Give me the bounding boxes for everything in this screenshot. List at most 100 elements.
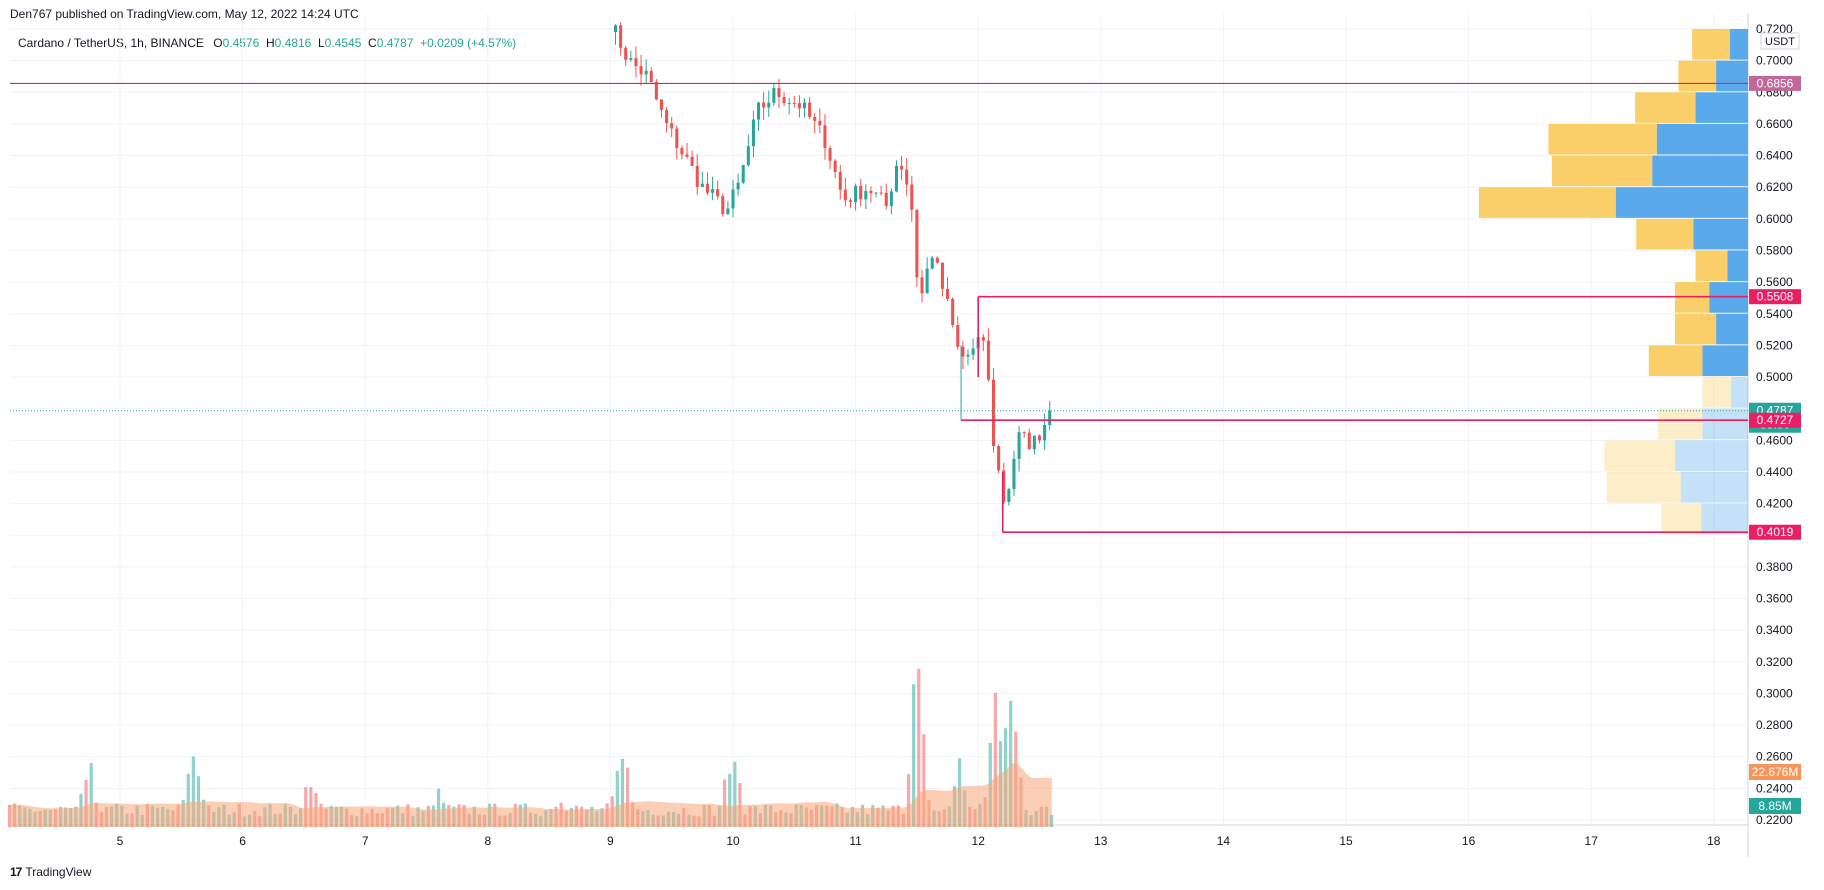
volume-bar: [84, 779, 88, 827]
candle-body: [951, 298, 955, 326]
ohlc-high: 0.4816: [274, 36, 312, 50]
candle-body: [818, 120, 822, 126]
candle-body: [680, 148, 684, 155]
candle-body: [741, 165, 745, 183]
candle-body: [828, 148, 832, 161]
ohlc-low: 0.4545: [324, 36, 362, 50]
y-tick-label: 0.4200: [1756, 497, 1793, 511]
candle-body: [767, 102, 771, 108]
volume-bar: [186, 773, 190, 827]
price-label-bg: [1749, 289, 1801, 305]
candle-body: [700, 183, 704, 187]
candle-body: [961, 346, 965, 357]
candle-body: [940, 262, 944, 289]
candle-body: [721, 196, 725, 215]
volume-bar: [733, 761, 737, 827]
vp-down-bar: [1652, 155, 1748, 187]
footer-brand[interactable]: 17 TradingView: [10, 865, 91, 879]
candle-body: [736, 182, 740, 190]
volume-label-bg: [1749, 764, 1801, 780]
candle-body: [813, 116, 817, 121]
volume-ma-area: [9, 762, 1052, 827]
vp-up-bar: [1702, 377, 1731, 408]
candle-body: [629, 58, 633, 60]
candle-body: [644, 70, 648, 75]
vp-up-bar: [1657, 408, 1703, 440]
candle-body: [665, 109, 669, 124]
x-tick-label: 8: [484, 834, 491, 848]
candle-body: [920, 277, 924, 294]
volume-bar: [304, 787, 308, 827]
candle-body: [705, 183, 709, 193]
vp-down-bar: [1656, 123, 1748, 155]
x-tick-label: 16: [1462, 834, 1476, 848]
candle-body: [654, 82, 658, 100]
publish-info: Den767 published on TradingView.com, May…: [10, 7, 359, 21]
candle-body: [889, 191, 893, 206]
y-tick-label: 0.5600: [1756, 275, 1793, 289]
candle-body: [675, 128, 679, 149]
vp-up-bar: [1478, 187, 1616, 218]
candle-body: [884, 192, 888, 206]
volume-bar: [620, 758, 625, 827]
candle-body: [894, 165, 898, 192]
volume-bar: [196, 776, 201, 827]
vp-up-bar: [1635, 92, 1696, 123]
vp-down-bar: [1695, 92, 1748, 123]
candle-body: [802, 102, 807, 109]
time-axis[interactable]: 5 6 7 8 9 10 11 12 13 14 15 16 17 18: [117, 834, 1721, 848]
volume-bar: [912, 684, 916, 827]
candle-body: [991, 379, 996, 447]
candle-body: [874, 192, 878, 194]
volume-bar: [922, 734, 926, 827]
y-tick-label: 0.6000: [1756, 212, 1793, 226]
vp-down-bar: [1702, 408, 1748, 440]
candle-body: [613, 25, 618, 33]
vp-down-bar: [1680, 471, 1748, 503]
candle-body: [935, 257, 939, 263]
candle-body: [782, 97, 786, 104]
vp-up-bar: [1675, 313, 1717, 345]
y-tick-label: 0.7000: [1756, 54, 1793, 68]
x-tick-label: 15: [1339, 834, 1353, 848]
y-tick-label: 0.6600: [1756, 117, 1793, 131]
x-tick-label: 7: [362, 834, 369, 848]
price-label: 0.4727: [1757, 413, 1794, 427]
candle-body: [905, 169, 909, 185]
candle-body: [1037, 435, 1042, 441]
volume-bar: [7, 804, 12, 827]
candle-body: [869, 190, 873, 194]
price-label-bg: [1749, 412, 1801, 428]
candle-body: [762, 102, 766, 108]
y-tick-label: 0.4600: [1756, 433, 1793, 447]
candle-body: [1022, 432, 1026, 434]
horizontal-levels: [10, 82, 1748, 534]
y-tick-label: 0.4400: [1756, 465, 1793, 479]
candle-body: [997, 446, 1001, 471]
candle-body: [787, 102, 791, 104]
candle-body: [695, 165, 699, 187]
vp-down-bar: [1716, 313, 1748, 345]
vp-down-bar: [1701, 503, 1748, 535]
volume-bar: [728, 773, 732, 827]
volume-bar: [191, 756, 195, 827]
y-tick-label: 0.3600: [1756, 592, 1793, 606]
vp-up-bar: [1648, 345, 1703, 377]
vp-up-bar: [1661, 503, 1702, 535]
candle-body: [1027, 432, 1031, 450]
vp-up-bar: [1636, 218, 1694, 250]
candle-body: [659, 99, 664, 110]
currency-label: USDT: [1765, 36, 1795, 48]
candle-body: [930, 257, 934, 269]
candle-body: [910, 184, 914, 210]
candle-body: [1017, 432, 1021, 459]
symbol-name[interactable]: Cardano / TetherUS, 1h, BINANCE: [18, 36, 204, 50]
y-tick-label: 0.2600: [1756, 750, 1793, 764]
y-tick-label: 0.2200: [1756, 813, 1793, 827]
y-tick-label: 0.2400: [1756, 781, 1793, 795]
vp-down-bar: [1727, 250, 1748, 282]
candle-body: [624, 47, 628, 60]
symbol-legend: Cardano / TetherUS, 1h, BINANCE O0.4576 …: [18, 36, 516, 50]
candle-body: [1032, 435, 1036, 450]
